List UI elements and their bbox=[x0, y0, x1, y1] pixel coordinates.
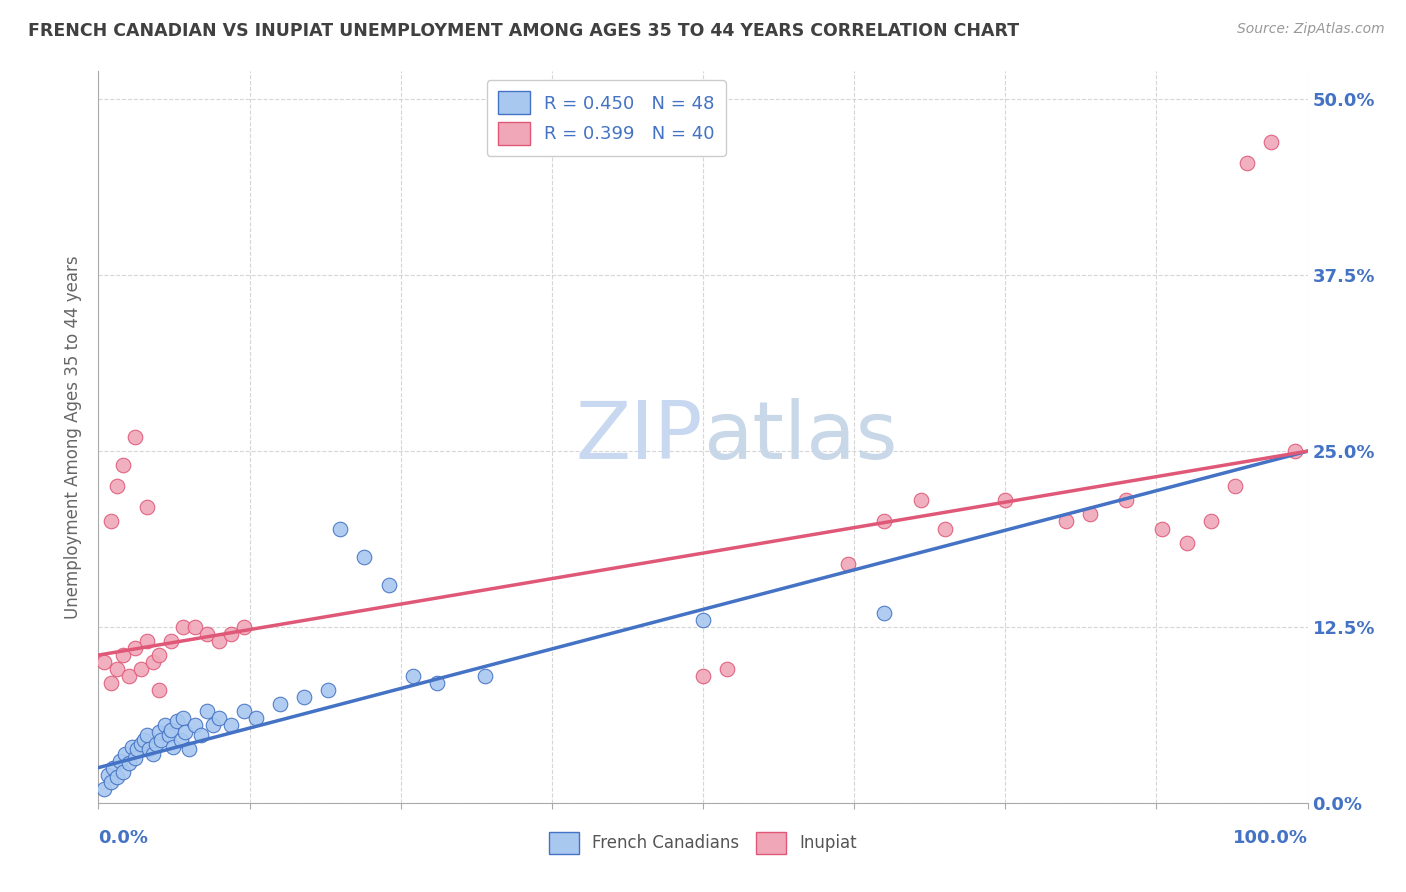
Point bbox=[148, 725, 170, 739]
Point bbox=[148, 648, 170, 662]
Point bbox=[129, 737, 152, 751]
Point bbox=[179, 742, 201, 756]
Point bbox=[105, 771, 128, 785]
Point bbox=[269, 698, 291, 712]
Point bbox=[145, 737, 167, 751]
Point bbox=[221, 718, 243, 732]
Point bbox=[93, 655, 115, 669]
Point bbox=[160, 723, 183, 737]
Point bbox=[873, 606, 896, 620]
Point bbox=[1175, 535, 1198, 549]
Point bbox=[1078, 508, 1101, 522]
Text: ZIP: ZIP bbox=[575, 398, 703, 476]
Point bbox=[124, 430, 146, 444]
Point bbox=[105, 479, 128, 493]
Point bbox=[1199, 515, 1222, 529]
Point bbox=[172, 711, 194, 725]
Text: FRENCH CANADIAN VS INUPIAT UNEMPLOYMENT AMONG AGES 35 TO 44 YEARS CORRELATION CH: FRENCH CANADIAN VS INUPIAT UNEMPLOYMENT … bbox=[28, 22, 1019, 40]
Point bbox=[111, 458, 134, 473]
Point bbox=[994, 493, 1017, 508]
Point bbox=[148, 683, 170, 698]
Point bbox=[190, 728, 212, 742]
Point bbox=[169, 732, 191, 747]
Point bbox=[162, 739, 184, 754]
Point bbox=[93, 781, 115, 796]
Point bbox=[221, 627, 243, 641]
Text: 100.0%: 100.0% bbox=[1233, 829, 1308, 847]
Point bbox=[135, 634, 157, 648]
Point bbox=[474, 669, 496, 683]
Point bbox=[934, 521, 956, 535]
Point bbox=[108, 754, 131, 768]
Point bbox=[101, 761, 124, 775]
Point bbox=[114, 747, 136, 761]
Legend: French Canadians, Inupiat: French Canadians, Inupiat bbox=[543, 826, 863, 860]
Point bbox=[202, 718, 225, 732]
Text: Source: ZipAtlas.com: Source: ZipAtlas.com bbox=[1237, 22, 1385, 37]
Point bbox=[118, 669, 141, 683]
Text: atlas: atlas bbox=[703, 398, 897, 476]
Point bbox=[1260, 135, 1282, 149]
Point bbox=[135, 728, 157, 742]
Point bbox=[208, 711, 231, 725]
Point bbox=[127, 742, 149, 756]
Point bbox=[160, 634, 183, 648]
Point bbox=[184, 718, 207, 732]
Point bbox=[316, 683, 339, 698]
Point bbox=[174, 725, 197, 739]
Point bbox=[195, 705, 218, 719]
Point bbox=[100, 676, 122, 690]
Point bbox=[138, 742, 160, 756]
Point bbox=[121, 739, 143, 754]
Point bbox=[1054, 515, 1077, 529]
Point bbox=[100, 515, 122, 529]
Point bbox=[426, 676, 449, 690]
Point bbox=[716, 662, 738, 676]
Point bbox=[157, 728, 180, 742]
Point bbox=[402, 669, 425, 683]
Point bbox=[377, 578, 399, 592]
Point bbox=[150, 732, 173, 747]
Point bbox=[129, 662, 152, 676]
Point bbox=[172, 620, 194, 634]
Point bbox=[195, 627, 218, 641]
Point bbox=[100, 774, 122, 789]
Point bbox=[353, 549, 375, 564]
Point bbox=[118, 756, 141, 771]
Point bbox=[692, 669, 714, 683]
Point bbox=[245, 711, 267, 725]
Point bbox=[837, 557, 859, 571]
Point bbox=[208, 634, 231, 648]
Point bbox=[1284, 444, 1306, 458]
Point bbox=[232, 705, 254, 719]
Point bbox=[142, 747, 165, 761]
Point bbox=[135, 500, 157, 515]
Point bbox=[111, 648, 134, 662]
Point bbox=[124, 751, 146, 765]
Point bbox=[111, 764, 134, 779]
Point bbox=[1236, 156, 1258, 170]
Point bbox=[292, 690, 315, 705]
Point bbox=[1115, 493, 1137, 508]
Point bbox=[232, 620, 254, 634]
Point bbox=[329, 521, 352, 535]
Point bbox=[105, 662, 128, 676]
Point bbox=[124, 641, 146, 656]
Point bbox=[153, 718, 176, 732]
Point bbox=[692, 613, 714, 627]
Point bbox=[1152, 521, 1174, 535]
Point bbox=[1223, 479, 1246, 493]
Point bbox=[910, 493, 932, 508]
Point bbox=[134, 732, 156, 747]
Point bbox=[142, 655, 165, 669]
Text: 0.0%: 0.0% bbox=[98, 829, 149, 847]
Point bbox=[873, 515, 896, 529]
Point bbox=[184, 620, 207, 634]
Point bbox=[166, 714, 188, 729]
Point bbox=[97, 767, 120, 781]
Y-axis label: Unemployment Among Ages 35 to 44 years: Unemployment Among Ages 35 to 44 years bbox=[65, 255, 83, 619]
